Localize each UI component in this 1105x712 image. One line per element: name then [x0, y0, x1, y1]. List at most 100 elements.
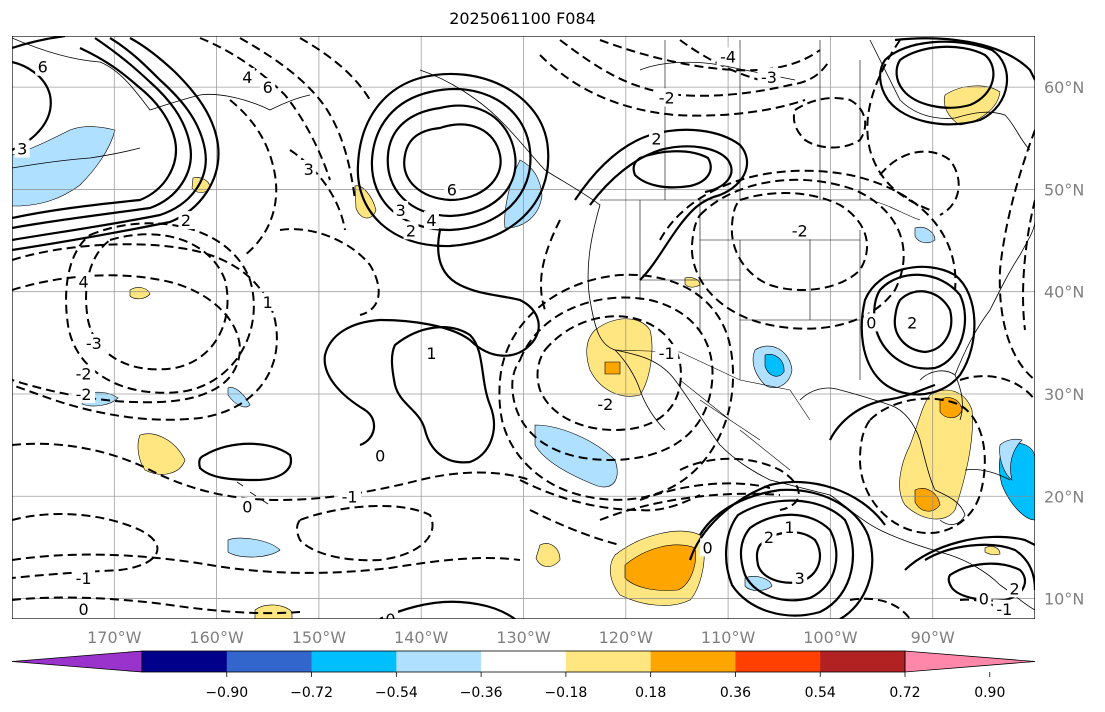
- shade-yellow-small-3: [129, 287, 151, 300]
- contour-label-bg: [648, 129, 664, 148]
- contour-label: 3: [795, 569, 805, 588]
- colorbar-extend-high: [904, 650, 1036, 673]
- contour-neg-nw-2: [65, 222, 255, 394]
- contour-label-bg: [593, 395, 617, 414]
- gridlines: [12, 36, 1035, 619]
- lat-tick-label: 20°N: [1044, 487, 1084, 506]
- colorbar-tick-label: 0.90: [974, 685, 1005, 701]
- lon-tick-label: 150°W: [292, 628, 347, 647]
- contour-neg-mexico-3: [599, 492, 781, 521]
- contour-neg-hudson: [792, 97, 867, 149]
- contour-low-gulf-alaska-3: [370, 87, 532, 232]
- contour-label: 0: [79, 600, 89, 619]
- colorbar-segment: [735, 651, 821, 672]
- contours-solid: [12, 36, 1035, 619]
- coastlines: [12, 37, 1035, 611]
- contour-label: 4: [79, 272, 89, 291]
- contour-neg-ne-edge-2: [1022, 199, 1035, 331]
- contour-label-bg: [700, 538, 716, 557]
- lon-tick-label: 100°W: [803, 628, 858, 647]
- contour-neg-upper-2: [239, 37, 356, 201]
- contour-label: 0: [385, 610, 395, 629]
- lat-tick-label: 40°N: [1044, 283, 1084, 302]
- contour-neg-mid-2: [511, 296, 714, 462]
- contour-label-bg: [72, 569, 96, 588]
- contour-neg-ab: [539, 219, 561, 311]
- contour-label-bg: [72, 384, 96, 403]
- contour-neg-lowlat-2: [12, 513, 159, 579]
- border-mexico-states: [679, 379, 791, 471]
- contour-label-bg: [863, 313, 879, 332]
- map-title: 2025061100 F084: [449, 9, 596, 28]
- contour-pos-ridge-2: [589, 145, 733, 206]
- contour-label: 3: [396, 201, 406, 220]
- contour-label-bg: [372, 446, 388, 465]
- lon-tick-label: 140°W: [394, 628, 449, 647]
- contour-low-gulf-alaska-2: [386, 104, 517, 218]
- lat-tick-label: 10°N: [1044, 590, 1084, 609]
- contour-label: 2: [907, 313, 917, 332]
- colorbar-segment: [226, 651, 313, 672]
- contour-high-mx-5: [688, 480, 886, 561]
- colorbar-segment: [142, 651, 228, 672]
- colorbar-segment: [481, 651, 567, 672]
- contour-low-gulf-alaska-1: [403, 123, 502, 202]
- map-plot-area: 664324-3-2-213643210-12-2-4-3-220-2-1012…: [12, 36, 1035, 629]
- contour-label: -2: [76, 365, 92, 384]
- contour-0-pacific: [323, 229, 540, 447]
- lon-tick-label: 170°W: [87, 628, 142, 647]
- contour-neg-nw-4: [12, 274, 242, 404]
- coast-aleutians: [12, 147, 141, 169]
- contour-label-bg: [178, 211, 194, 230]
- contour-jet-2: [12, 37, 220, 252]
- colorbar-segment: [650, 651, 736, 672]
- colorbar-tick-label: 0.54: [805, 685, 836, 701]
- contour-label: 6: [263, 78, 273, 97]
- coast-east: [954, 219, 1035, 376]
- contour-label: 0: [979, 590, 989, 609]
- contour-label: 0: [703, 538, 713, 557]
- lon-tick-label: 160°W: [189, 628, 244, 647]
- contour-neg-lowlat-1: [12, 442, 531, 502]
- contour-neg-nw-3: [12, 243, 278, 421]
- contour-ne-high-2: [879, 40, 1009, 126]
- coast-alaska: [12, 37, 311, 111]
- contour-labels: 664324-3-2-213643210-12-2-4-3-220-2-1012…: [14, 47, 1023, 629]
- lon-tick-label: 110°W: [701, 628, 756, 647]
- contour-neg-central-1: [730, 192, 869, 291]
- contour-label-bg: [82, 333, 106, 352]
- contour-sw-low-1: [893, 290, 953, 354]
- contour-label: 1: [426, 344, 436, 363]
- contour-label-bg: [423, 344, 439, 363]
- colorbar: [11, 650, 1036, 673]
- contour-low-gulf-alaska-4: [356, 72, 550, 248]
- shade-orange-eq: [624, 544, 696, 591]
- contour-label-bg: [35, 57, 51, 76]
- contour-neg-bottom-right: [849, 597, 911, 619]
- contour-label-bg: [76, 272, 92, 291]
- contour-neg-north-4: [679, 39, 761, 81]
- contour-label-bg: [403, 221, 419, 240]
- shade-orange-yucatan: [914, 488, 941, 512]
- contour-neg-mexico-1: [679, 457, 800, 511]
- shade-yellow-hawaii: [137, 433, 186, 475]
- shade-blue-islands-2: [227, 387, 251, 408]
- contour-label: -3: [761, 68, 777, 87]
- contour-label-bg: [788, 221, 812, 240]
- contour-jet-1: [12, 37, 207, 242]
- lon-tick-label: 90°W: [911, 628, 955, 647]
- contour-neg-central-3: [659, 169, 957, 291]
- contour-sw-low-3: [860, 265, 976, 396]
- contour-label-bg: [72, 364, 96, 383]
- shade-yellow-se-canada: [943, 85, 1001, 126]
- colorbar-tick-label: −0.72: [290, 685, 333, 701]
- contour-label: 3: [17, 140, 27, 159]
- contour-label-bg: [444, 180, 460, 199]
- contour-neg-lowlat-4: [296, 504, 434, 562]
- contour-label-bg: [992, 599, 1016, 618]
- shade-yellow-baja: [586, 318, 653, 397]
- coast-yucatan: [934, 489, 966, 525]
- longitude-labels: 170°W 160°W 150°W 140°W 130°W 120°W 110°W 100°W…: [87, 628, 955, 647]
- contour-nw-3: [12, 60, 52, 152]
- contour-1-pacific: [390, 326, 495, 464]
